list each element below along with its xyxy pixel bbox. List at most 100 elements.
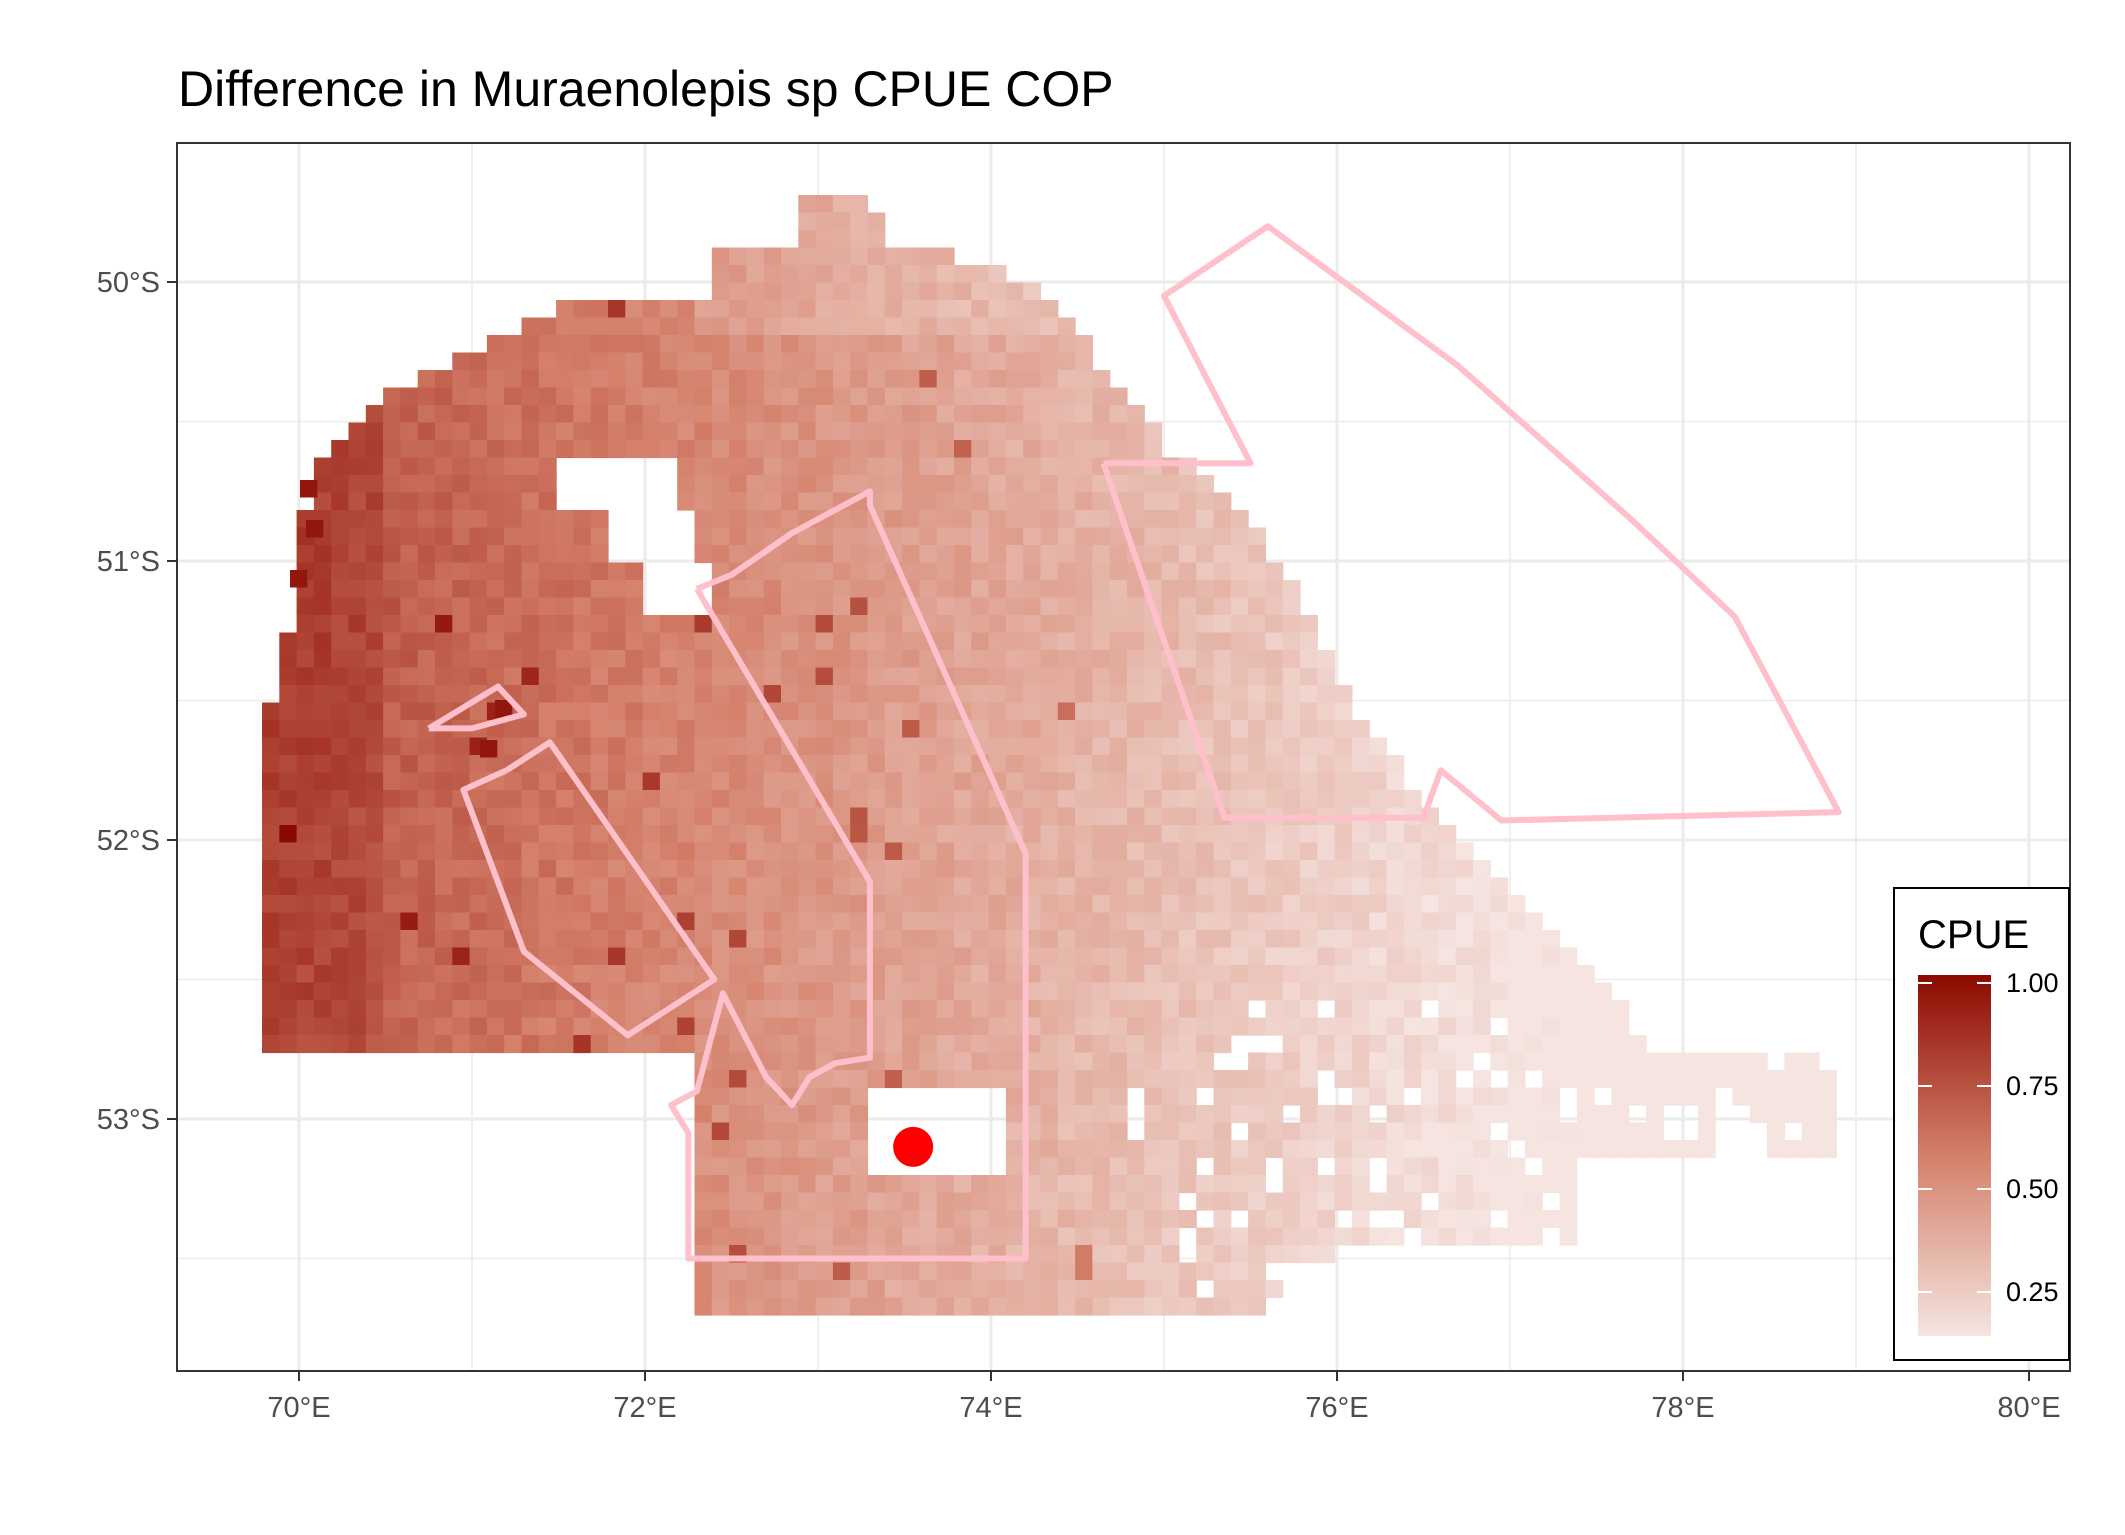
raster-cell <box>832 597 851 616</box>
raster-cell <box>936 562 955 581</box>
raster-cell <box>1092 650 1111 669</box>
raster-cell <box>1282 685 1301 704</box>
raster-cell <box>1213 825 1232 844</box>
raster-cell <box>1127 772 1145 791</box>
raster-cell <box>1161 597 1180 616</box>
raster-cell <box>1524 965 1543 984</box>
raster-cell <box>711 580 730 599</box>
raster-cell <box>1196 1017 1215 1036</box>
raster-cell <box>867 597 886 616</box>
raster-cell <box>556 335 574 354</box>
raster-cell <box>573 685 592 704</box>
raster-cell <box>815 965 834 984</box>
raster-cell <box>936 912 955 931</box>
raster-cell <box>1455 1087 1474 1106</box>
raster-cell <box>1005 370 1024 389</box>
raster-cell <box>711 790 730 809</box>
raster-cell <box>313 755 332 774</box>
raster-cell <box>711 1035 730 1054</box>
raster-cell <box>1767 1105 1785 1124</box>
raster-cell <box>988 1035 1007 1054</box>
raster-cell <box>608 352 626 371</box>
raster-cell <box>1594 1017 1612 1036</box>
raster-cell <box>1282 860 1301 879</box>
raster-cell <box>711 912 730 931</box>
raster-cell <box>1524 1035 1543 1054</box>
raster-cell <box>1005 300 1024 319</box>
raster-cell <box>1075 580 1093 599</box>
raster-cell <box>711 545 730 564</box>
raster-cell <box>1075 422 1093 441</box>
raster-cell <box>1005 1070 1024 1089</box>
raster-cell <box>590 825 609 844</box>
raster-cell <box>1109 1175 1128 1194</box>
raster-cell <box>608 720 626 739</box>
raster-cell <box>400 772 419 791</box>
raster-cell <box>1403 1175 1422 1194</box>
raster-cell <box>1334 1070 1353 1089</box>
raster-cell <box>919 1210 938 1229</box>
raster-cell <box>1161 1192 1180 1211</box>
raster-cell <box>400 527 419 546</box>
raster-cell <box>1403 1157 1422 1176</box>
raster-cell <box>1040 545 1059 564</box>
raster-cell <box>1282 842 1301 861</box>
raster-cell <box>573 545 592 564</box>
raster-cell <box>781 965 799 984</box>
raster-cell <box>902 1262 920 1281</box>
raster-cell <box>435 930 453 949</box>
raster-cell <box>659 702 678 721</box>
raster-cell <box>331 562 350 581</box>
raster-cell <box>1317 965 1336 984</box>
raster-cell <box>1161 965 1180 984</box>
raster-cell <box>1524 1122 1543 1141</box>
raster-cell <box>1490 912 1509 931</box>
raster-cell <box>659 860 678 879</box>
raster-cell <box>331 1017 350 1036</box>
raster-cell <box>1386 1122 1405 1141</box>
raster-cell <box>746 597 765 616</box>
raster-cell <box>573 702 592 721</box>
raster-cell <box>798 580 817 599</box>
raster-cell <box>383 877 401 896</box>
raster-cell <box>313 807 332 826</box>
raster-cell <box>1127 405 1145 424</box>
raster-cell <box>1057 1227 1076 1246</box>
raster-cell <box>884 405 903 424</box>
raster-cell <box>279 947 298 966</box>
raster-cell <box>521 422 540 441</box>
raster-cell <box>1248 1210 1266 1229</box>
raster-cell <box>815 352 834 371</box>
raster-cell <box>590 667 609 686</box>
raster-cell <box>884 895 903 914</box>
raster-cell <box>971 667 990 686</box>
raster-cell <box>1005 860 1024 879</box>
raster-cell <box>1023 370 1042 389</box>
raster-cell <box>988 457 1007 476</box>
raster-cell <box>1438 1070 1457 1089</box>
raster-cell <box>608 632 626 651</box>
raster-cell <box>763 755 782 774</box>
raster-cell <box>1265 930 1284 949</box>
raster-cell <box>954 1210 972 1229</box>
raster-cell <box>279 895 298 914</box>
raster-cell <box>573 737 592 756</box>
raster-cell <box>521 510 540 529</box>
raster-cell <box>1611 1000 1630 1019</box>
raster-cell <box>504 842 523 861</box>
raster-cell <box>1040 772 1059 791</box>
raster-cell <box>1334 1000 1353 1019</box>
raster-cell <box>625 632 644 651</box>
raster-cell <box>590 510 609 529</box>
raster-cell <box>798 422 817 441</box>
raster-cell <box>556 580 574 599</box>
raster-cell <box>1230 720 1249 739</box>
raster-cell <box>1455 1140 1474 1159</box>
raster-cell <box>417 895 436 914</box>
raster-cell <box>590 912 609 931</box>
raster-cell <box>1109 1035 1128 1054</box>
raster-cell <box>1248 790 1266 809</box>
raster-cell <box>850 807 869 826</box>
raster-cell <box>1161 580 1180 599</box>
raster-cell <box>1265 1140 1284 1159</box>
